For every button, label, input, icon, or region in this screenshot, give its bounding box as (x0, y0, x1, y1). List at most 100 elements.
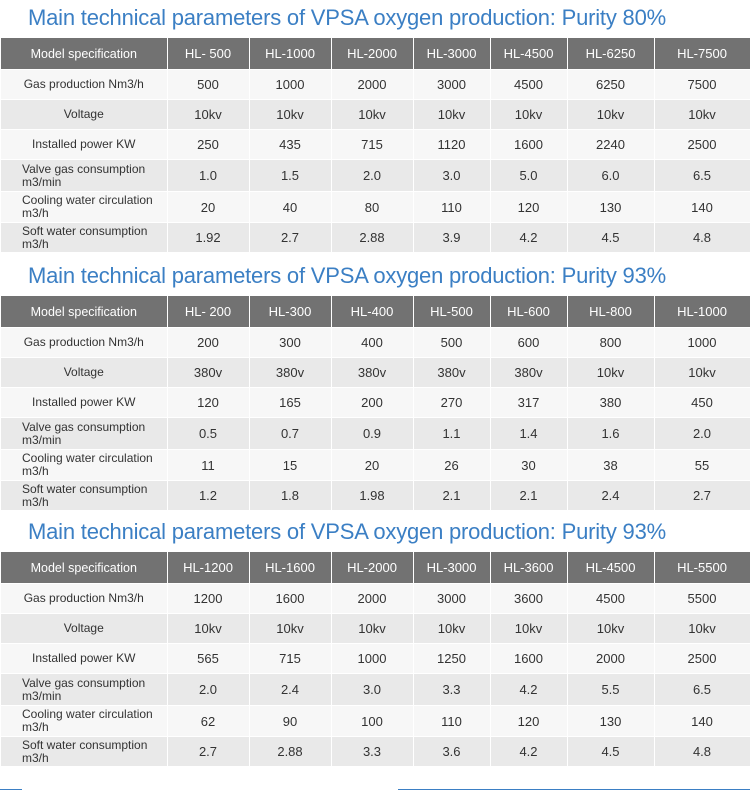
table-cell: 1600 (490, 643, 568, 674)
parameter-table: Model specification HL-1200 HL-1600 HL-2000… (1, 552, 750, 767)
table-section: Main technical parameters of VPSA oxygen… (0, 514, 750, 767)
row-label: Voltage (1, 357, 168, 388)
model-header: HL-5500 (654, 552, 750, 584)
table-cell: 1.2 (167, 480, 250, 511)
table-section: Main technical parameters of VPSA oxygen… (0, 0, 750, 253)
table-cell: 6.0 (567, 159, 655, 192)
table-cell: 10kv (567, 613, 655, 644)
row-label-line: m3/h (22, 206, 49, 220)
section-title: Main technical parameters of VPSA oxygen… (28, 263, 666, 288)
table-cell: 3.6 (413, 736, 491, 767)
table-cell: 715 (249, 643, 332, 674)
row-label: Soft water consumption m3/h (1, 222, 168, 253)
table-cell: 2.7 (249, 222, 332, 253)
table-cell: 10kv (654, 613, 750, 644)
table-cell: 4.2 (490, 222, 568, 253)
model-header: HL-7500 (654, 38, 750, 70)
table-cell: 4.8 (654, 222, 750, 253)
row-label-line: Soft water consumption (22, 737, 148, 752)
table-cell: 62 (167, 705, 250, 737)
table-cell: 2.0 (167, 673, 250, 706)
table-cell: 800 (567, 327, 655, 358)
table-cell: 10kv (413, 99, 491, 130)
table-cell: 90 (249, 705, 332, 737)
table-cell: 120 (167, 387, 250, 418)
row-label-line: Cooling water circulation (22, 707, 153, 721)
table-row: Gas production Nm3/h 500 1000 2000 3000 4500 6… (1, 69, 750, 100)
model-header: HL-800 (567, 296, 655, 328)
model-header: HL-500 (413, 296, 491, 328)
row-label-line: m3/h (22, 236, 49, 251)
table-cell: 270 (413, 387, 491, 418)
row-label: Gas production Nm3/h (1, 583, 168, 614)
table-cell: 3.9 (413, 222, 491, 253)
header-row: Model specification HL- 500 HL-1000 HL-2000… (1, 38, 750, 70)
model-header: HL-3600 (490, 552, 568, 584)
table-cell: 1000 (331, 643, 414, 674)
table-cell: 2000 (567, 643, 655, 674)
row-label-line: Soft water consumption (22, 481, 148, 496)
row-label-line: Valve gas consumption (22, 161, 146, 176)
table-cell: 1120 (413, 129, 491, 160)
table-cell: 38 (567, 449, 655, 481)
table-cell: 1200 (167, 583, 250, 614)
row-label-line: Soft water consumption (22, 223, 148, 238)
header-model-specification: Model specification (1, 552, 168, 584)
table-cell: 1600 (249, 583, 332, 614)
table-cell: 1250 (413, 643, 491, 674)
table-cell: 6.5 (654, 159, 750, 192)
table-row: Soft water consumption m3/h 1.2 1.8 1.98 2.1 2… (1, 480, 750, 511)
table-cell: 2.88 (249, 736, 332, 767)
row-label-line: m3/min (22, 432, 62, 447)
table-cell: 2500 (654, 129, 750, 160)
table-cell: 1.8 (249, 480, 332, 511)
table-cell: 10kv (567, 357, 655, 388)
table-cell: 130 (567, 705, 655, 737)
table-cell: 165 (249, 387, 332, 418)
row-label: Cooling water circulation m3/h (1, 191, 168, 223)
table-row: Soft water consumption m3/h 2.7 2.88 3.3 3.6 4… (1, 736, 750, 767)
table-cell: 2000 (331, 69, 414, 100)
table-row: Cooling water circulation m3/h 62 90 100 110 1… (1, 705, 750, 737)
table-cell: 435 (249, 129, 332, 160)
row-label: Voltage (1, 99, 168, 130)
table-row: Cooling water circulation m3/h 20 40 80 110 12… (1, 191, 750, 223)
table-cell: 26 (413, 449, 491, 481)
table-cell: 10kv (167, 613, 250, 644)
table-cell: 1.1 (413, 417, 491, 450)
table-cell: 4500 (490, 69, 568, 100)
row-label: Installed power KW (1, 387, 168, 418)
table-cell: 2.0 (654, 417, 750, 450)
table-cell: 110 (413, 191, 491, 223)
section-title: Main technical parameters of VPSA oxygen… (28, 5, 666, 30)
table-row: Installed power KW 120 165 200 270 317 380 450 (1, 387, 750, 418)
table-cell: 0.5 (167, 417, 250, 450)
row-label: Soft water consumption m3/h (1, 480, 168, 511)
model-header: HL-1600 (249, 552, 332, 584)
table-cell: 380v (331, 357, 414, 388)
divider-left (0, 789, 22, 790)
table-cell: 380v (490, 357, 568, 388)
table-cell: 3000 (413, 69, 491, 100)
row-label: Gas production Nm3/h (1, 69, 168, 100)
table-cell: 2.1 (490, 480, 568, 511)
table-cell: 10kv (249, 99, 332, 130)
table-cell: 4.2 (490, 736, 568, 767)
table-cell: 3.3 (331, 736, 414, 767)
table-cell: 10kv (654, 357, 750, 388)
table-cell: 1.6 (567, 417, 655, 450)
table-cell: 2.4 (249, 673, 332, 706)
table-row: Installed power KW 250 435 715 1120 1600 2240 2… (1, 129, 750, 160)
table-row: Valve gas consumption m3/min 0.5 0.7 0.9 1.1 1… (1, 417, 750, 450)
table-cell: 10kv (249, 613, 332, 644)
table-row: Voltage 10kv 10kv 10kv 10kv 10kv 10kv 10kv (1, 99, 750, 130)
model-header: HL-4500 (490, 38, 568, 70)
table-cell: 317 (490, 387, 568, 418)
row-label-line: m3/h (22, 750, 49, 765)
table-cell: 4.2 (490, 673, 568, 706)
model-header: HL-300 (249, 296, 332, 328)
table-cell: 3600 (490, 583, 568, 614)
table-cell: 1000 (249, 69, 332, 100)
table-cell: 10kv (567, 99, 655, 130)
table-cell: 200 (167, 327, 250, 358)
